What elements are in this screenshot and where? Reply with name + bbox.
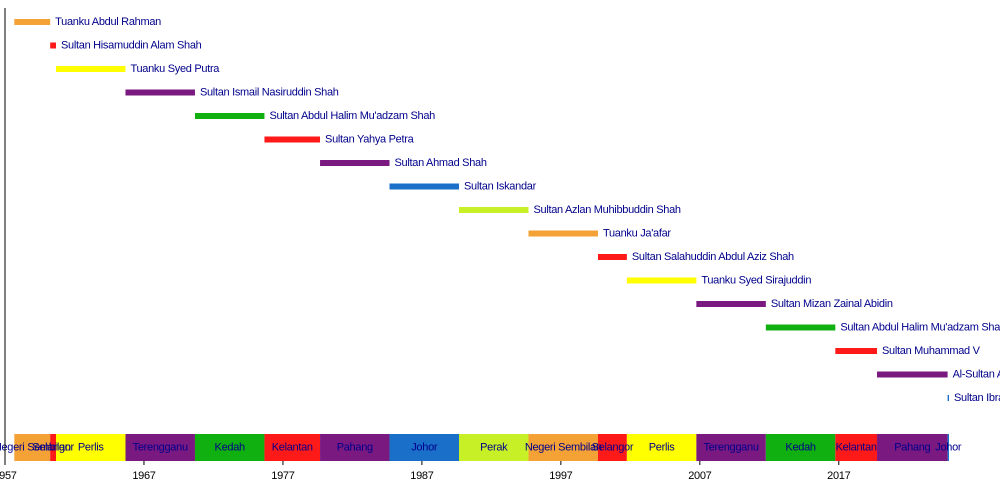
reign-label: Sultan Iskandar [464,180,537,192]
reign-bar [125,89,195,96]
x-tick-label: 1977 [271,470,294,482]
x-tick-label: 2017 [827,470,850,482]
state-label: Terengganu [704,441,759,453]
x-tick-label: 1967 [132,470,155,482]
state-label: Kedah [215,441,245,453]
state-label: Perak [480,441,508,453]
state-band [696,434,766,461]
x-tick-label: 2007 [688,470,711,482]
state-band [389,434,460,461]
state-band [877,434,948,461]
state-band [947,434,949,461]
state-band [56,434,126,461]
reign-bar [194,113,265,119]
reign-bar [597,254,627,260]
state-band [835,434,878,461]
state-label: Negeri Sembilan [525,441,602,453]
reign-bar [14,19,51,25]
state-label: Terengganu [133,441,188,453]
state-band [50,434,57,461]
state-label: Pahang [337,441,373,453]
state-band [528,434,598,461]
state-label: Kelantan [836,441,877,453]
state-band [194,434,265,461]
reign-bar [528,230,598,237]
reign-label: Sultan Ibrahim [954,392,1000,404]
reign-bar [389,183,460,190]
state-label: Johor [935,441,962,453]
state-band [597,434,627,461]
reign-bar [947,395,949,401]
state-label: Perlis [78,441,105,453]
state-band [320,434,390,461]
reign-bar [835,348,878,354]
reign-label: Sultan Azlan Muhibbuddin Shah [533,204,680,216]
reign-bar [50,42,57,49]
reign-bar [765,324,836,331]
state-band [765,434,836,461]
state-label: Negeri Sembilan [0,441,71,453]
reign-label: Sultan Ismail Nasiruddin Shah [200,86,339,98]
reign-label: Tuanku Ja'afar [603,227,671,239]
x-tick-label: 1957 [0,470,17,482]
reign-label: Sultan Abdul Halim Mu'adzam Shah [269,110,435,122]
reign-bar [626,277,697,284]
reign-bar [56,66,126,72]
reign-label: Sultan Yahya Petra [325,133,415,145]
reign-label: Sultan Salahuddin Abdul Aziz Shah [632,251,794,263]
reign-label: Sultan Abdul Halim Mu'adzam Shah [840,321,1000,333]
reign-label: Al-Sultan Abdullah [953,368,1000,380]
state-band [125,434,195,461]
reign-bar [696,301,766,307]
state-label: Johor [411,441,438,453]
reign-bar [320,160,390,166]
state-label: Kelantan [272,441,313,453]
state-band [626,434,697,461]
x-tick-label: 1997 [549,470,572,482]
reign-bar [877,371,948,378]
state-band [459,434,529,461]
reign-label: Sultan Hisamuddin Alam Shah [61,39,202,51]
reign-label: Sultan Muhammad V [882,345,981,357]
reign-label: Tuanku Abdul Rahman [55,16,161,28]
reign-label: Tuanku Syed Sirajuddin [701,274,811,286]
x-tick-label: 1987 [410,470,433,482]
reign-label: Sultan Ahmad Shah [395,157,487,169]
state-label: Selangor [32,441,74,453]
state-band [14,434,51,461]
reign-bar [264,136,321,143]
state-label: Kedah [785,441,815,453]
state-band [264,434,321,461]
state-label: Selangor [592,441,634,453]
state-label: Perlis [649,441,676,453]
state-label: Pahang [894,441,930,453]
reign-label: Tuanku Syed Putra [130,63,220,75]
reign-bar [459,207,529,213]
reign-label: Sultan Mizan Zainal Abidin [771,298,893,310]
